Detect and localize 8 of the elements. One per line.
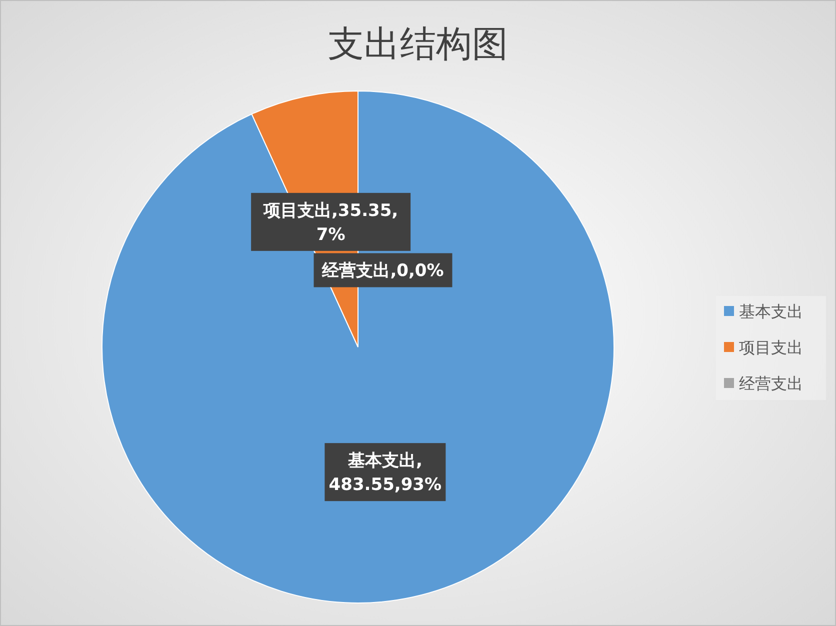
pie-slice [102, 90, 614, 604]
legend-label: 项目支出 [739, 338, 803, 357]
slice-label: 基本支出 [739, 302, 803, 321]
data-label: 项目支出,35.35, 7% [262, 200, 398, 245]
text: 经营支出,0,0% [322, 261, 444, 282]
data-label: 基本支出, 483.55,93% [328, 451, 442, 496]
chart-title: 支出结构图 [328, 24, 508, 65]
legend-label: 经营支出 [739, 374, 803, 393]
